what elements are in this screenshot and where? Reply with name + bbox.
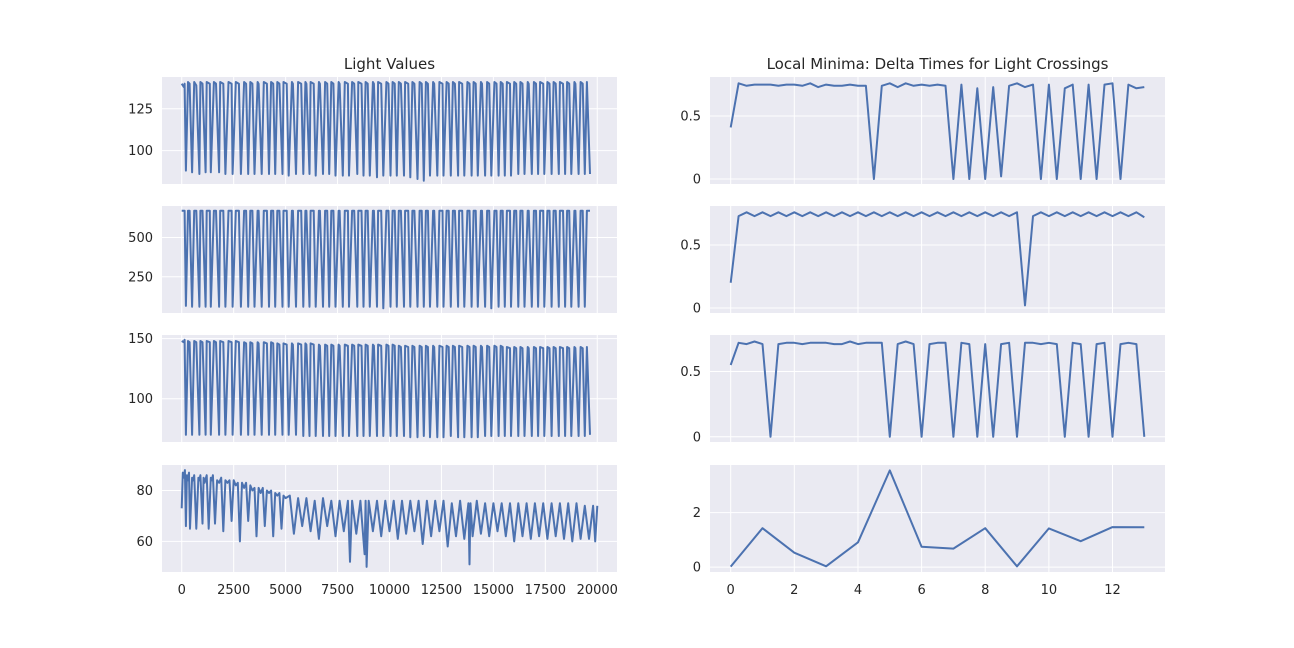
x-tick-label: 17500 xyxy=(525,583,566,598)
x-tick-label: 8 xyxy=(981,583,989,598)
x-tick-label: 0 xyxy=(727,583,735,598)
panel-8: 0 2 0 2 4 6 8 10 12 xyxy=(693,465,1165,598)
panel-4: 00.5 xyxy=(680,206,1165,316)
x-tick-label: 4 xyxy=(854,583,862,598)
series-line xyxy=(181,338,591,439)
y-tick-label: 60 xyxy=(136,535,153,550)
y-tick-label: 100 xyxy=(128,392,153,407)
series-line xyxy=(180,469,599,568)
series-line xyxy=(729,211,1145,307)
panel-7: 60 80 0 2500 5000 7500 10000 12500 15000 17500 200… xyxy=(136,465,618,598)
x-tick-label: 12500 xyxy=(421,583,462,598)
panel-6: 00.5 xyxy=(680,335,1165,445)
x-tick-label: 2500 xyxy=(217,583,250,598)
y-tick-label: 0 xyxy=(693,301,701,316)
panel-3: 250 500 xyxy=(128,206,617,313)
x-tick-label: 20000 xyxy=(577,583,618,598)
panel-2: 0 0.5 Local Minima: Delta Times for Light … xyxy=(680,55,1165,187)
series-line xyxy=(729,469,1145,568)
y-tick-label: 80 xyxy=(136,484,153,499)
panel-1: 100 125 Light Values xyxy=(128,55,617,184)
y-tick-label: 0.5 xyxy=(680,239,701,254)
x-tick-label: 2 xyxy=(790,583,798,598)
y-tick-label: 0.5 xyxy=(680,110,701,125)
panel-background xyxy=(710,465,1165,572)
x-tick-label: 12 xyxy=(1104,583,1121,598)
series-line xyxy=(729,82,1145,180)
panel-5: 100 150 xyxy=(128,332,617,442)
chart-title: Local Minima: Delta Times for Light Cros… xyxy=(767,55,1109,73)
x-tick-label: 7500 xyxy=(321,583,354,598)
y-tick-label: 500 xyxy=(128,231,153,246)
y-tick-label: 100 xyxy=(128,144,153,159)
x-tick-label: 15000 xyxy=(473,583,514,598)
y-tick-label: 150 xyxy=(128,332,153,347)
y-tick-label: 0 xyxy=(693,430,701,445)
y-tick-label: 0 xyxy=(693,561,701,576)
x-tick-label: 10000 xyxy=(369,583,410,598)
series-line xyxy=(181,209,590,310)
panel-background xyxy=(710,206,1165,313)
y-tick-label: 125 xyxy=(128,102,153,117)
y-tick-label: 0 xyxy=(693,172,701,187)
x-tick-label: 5000 xyxy=(269,583,302,598)
y-tick-label: 250 xyxy=(128,270,153,285)
y-tick-label: 2 xyxy=(693,506,701,521)
x-tick-label: 10 xyxy=(1041,583,1058,598)
x-tick-label: 0 xyxy=(178,583,186,598)
x-tick-label: 6 xyxy=(917,583,925,598)
y-tick-label: 0.5 xyxy=(680,365,701,380)
chart-title: Light Values xyxy=(344,55,435,73)
series-line xyxy=(180,81,591,182)
series-line xyxy=(729,340,1146,438)
